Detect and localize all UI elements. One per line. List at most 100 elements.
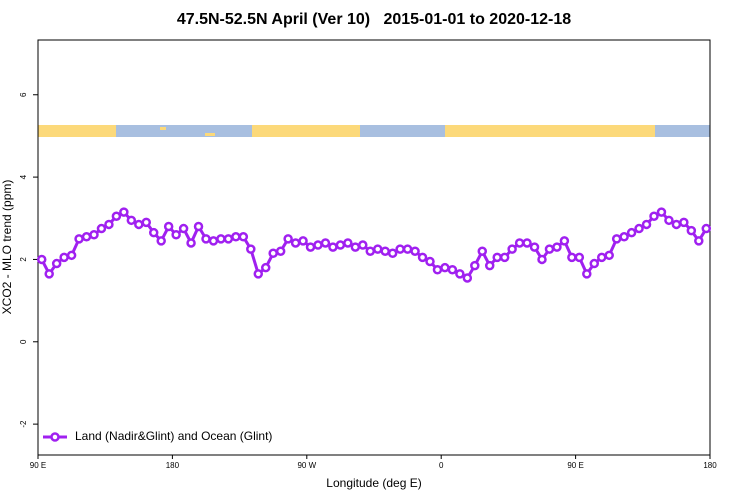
land-band bbox=[160, 127, 166, 130]
point bbox=[582, 269, 592, 279]
point bbox=[492, 252, 502, 263]
land-band bbox=[38, 125, 116, 137]
point bbox=[193, 221, 204, 232]
point bbox=[104, 219, 114, 230]
point bbox=[649, 211, 659, 221]
point bbox=[119, 207, 129, 217]
point bbox=[163, 221, 174, 232]
point bbox=[656, 207, 667, 217]
point bbox=[544, 244, 555, 254]
point bbox=[455, 269, 465, 279]
point bbox=[238, 232, 249, 242]
point bbox=[432, 264, 443, 275]
point bbox=[470, 260, 480, 271]
point bbox=[253, 269, 264, 279]
point bbox=[664, 215, 674, 226]
point bbox=[231, 232, 241, 242]
land-band bbox=[205, 133, 215, 136]
land-band bbox=[445, 125, 655, 137]
point bbox=[111, 211, 122, 221]
point bbox=[283, 234, 293, 244]
y-axis-label: XCO2 - MLO trend (ppm) bbox=[0, 180, 14, 315]
point bbox=[156, 236, 166, 246]
x-tick-label: 180 bbox=[703, 461, 717, 470]
point bbox=[522, 238, 532, 248]
x-axis-label: Longitude (deg E) bbox=[326, 476, 421, 490]
point bbox=[186, 238, 196, 248]
point bbox=[148, 227, 159, 238]
point bbox=[313, 240, 323, 250]
y-tick-label: 2 bbox=[19, 257, 28, 262]
point bbox=[134, 219, 144, 230]
point bbox=[604, 250, 614, 261]
point bbox=[44, 269, 54, 279]
point bbox=[178, 223, 189, 234]
point bbox=[350, 242, 361, 252]
x-tick-label: 0 bbox=[439, 461, 444, 470]
point bbox=[380, 246, 390, 256]
point bbox=[686, 225, 697, 236]
point bbox=[425, 256, 435, 267]
point bbox=[59, 252, 69, 263]
point bbox=[343, 238, 353, 248]
point bbox=[298, 236, 308, 246]
point bbox=[208, 236, 219, 246]
point bbox=[417, 252, 428, 263]
point bbox=[335, 240, 346, 250]
point bbox=[171, 229, 181, 240]
point bbox=[694, 236, 704, 246]
point bbox=[641, 219, 652, 230]
x-tick-label: 90 E bbox=[30, 461, 46, 470]
point bbox=[268, 248, 278, 259]
x-tick-label: 90 W bbox=[297, 461, 316, 470]
point bbox=[507, 244, 517, 254]
point bbox=[275, 246, 286, 256]
point bbox=[141, 217, 152, 228]
point bbox=[552, 242, 562, 252]
plot-frame bbox=[37, 39, 711, 456]
point bbox=[66, 250, 77, 261]
point bbox=[440, 262, 450, 273]
point bbox=[223, 234, 234, 244]
point bbox=[567, 252, 577, 263]
y-tick-label: 4 bbox=[19, 174, 28, 179]
point bbox=[387, 248, 398, 259]
point bbox=[679, 217, 689, 228]
point bbox=[246, 244, 256, 254]
x-tick-label: 180 bbox=[166, 461, 180, 470]
point bbox=[89, 229, 99, 240]
point bbox=[589, 258, 600, 269]
point bbox=[559, 236, 570, 246]
y-tick-label: -2 bbox=[19, 420, 28, 428]
point bbox=[574, 252, 585, 263]
point bbox=[216, 234, 226, 244]
point bbox=[51, 258, 62, 269]
point bbox=[634, 223, 644, 234]
point bbox=[611, 234, 622, 244]
point bbox=[410, 246, 420, 256]
point bbox=[328, 242, 338, 252]
point bbox=[365, 246, 376, 256]
point bbox=[462, 273, 473, 283]
x-tick-label: 90 E bbox=[567, 461, 583, 470]
point bbox=[626, 227, 637, 238]
point bbox=[320, 238, 331, 248]
point bbox=[290, 238, 301, 248]
point bbox=[514, 238, 525, 248]
point bbox=[619, 232, 629, 242]
y-tick-label: 6 bbox=[19, 92, 28, 97]
point bbox=[484, 260, 495, 271]
point bbox=[671, 219, 682, 230]
point bbox=[596, 252, 607, 263]
point bbox=[126, 215, 137, 226]
point bbox=[36, 254, 47, 265]
point bbox=[402, 244, 413, 254]
point bbox=[701, 223, 712, 234]
legend-label: Land (Nadir&Glint) and Ocean (Glint) bbox=[75, 429, 272, 443]
legend-marker bbox=[50, 432, 60, 442]
point bbox=[201, 234, 211, 244]
point bbox=[537, 254, 547, 265]
land-band bbox=[252, 125, 360, 137]
